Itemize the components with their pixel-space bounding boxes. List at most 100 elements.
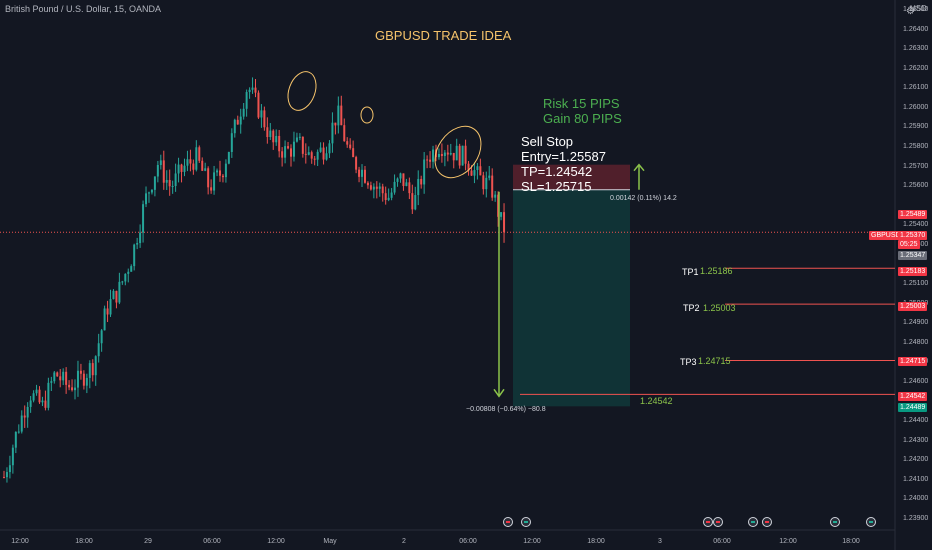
candle-body xyxy=(307,152,310,155)
candle-body xyxy=(65,371,68,385)
candle-body xyxy=(216,170,219,173)
candle-body xyxy=(417,178,420,196)
candle-body xyxy=(97,343,100,357)
tp1-value: 1.25186 xyxy=(700,266,733,276)
price-tick-label: 1.24100 xyxy=(903,475,929,483)
candle-body xyxy=(414,195,417,210)
setup-type-text: Sell Stop xyxy=(521,134,574,149)
economic-event-icon[interactable] xyxy=(703,517,713,527)
currency-label: USD xyxy=(910,4,927,13)
candle-body xyxy=(127,271,130,274)
price-tick-label: 1.24000 xyxy=(903,495,929,503)
candle-body xyxy=(358,169,361,177)
candle-body xyxy=(319,147,322,152)
candle-body xyxy=(76,370,79,388)
candle-body xyxy=(429,159,432,162)
candle-body xyxy=(115,290,118,303)
candle-body xyxy=(355,157,358,170)
candle-body xyxy=(17,431,20,433)
economic-event-icon[interactable] xyxy=(503,517,513,527)
price-tick-label: 1.25100 xyxy=(903,280,929,288)
price-badge: GBPUSD xyxy=(869,231,903,240)
candle-body xyxy=(325,153,328,160)
candle-body xyxy=(420,178,423,185)
candle-body xyxy=(133,244,136,267)
candle-body xyxy=(423,159,426,185)
candle-body xyxy=(153,176,156,190)
candle-body xyxy=(482,175,485,190)
candle-body xyxy=(467,163,470,171)
candle-body xyxy=(35,389,38,394)
candle-body xyxy=(263,110,266,128)
candle-body xyxy=(56,372,59,377)
time-tick-label: May xyxy=(323,538,337,545)
price-badge: 05:25 xyxy=(898,240,920,249)
candle-body xyxy=(491,175,494,198)
candle-body xyxy=(254,87,257,93)
price-tick-label: 1.25900 xyxy=(903,123,929,131)
price-tick-label: 1.26400 xyxy=(903,25,929,33)
economic-event-icon[interactable] xyxy=(866,517,876,527)
candle-body xyxy=(103,308,106,331)
price-tick-label: 1.24800 xyxy=(903,338,929,346)
price-badge: 1.25489 xyxy=(898,210,928,219)
candle-body xyxy=(281,151,284,158)
tp3-label: TP3 xyxy=(680,357,697,367)
candle-body xyxy=(384,193,387,200)
candle-body xyxy=(192,163,195,170)
candle-body xyxy=(171,185,174,187)
time-tick-label: 06:00 xyxy=(459,538,477,545)
tp2-value: 1.25003 xyxy=(703,303,736,313)
candle-body xyxy=(145,193,148,205)
candle-body xyxy=(227,151,230,164)
gain-text: Gain 80 PIPS xyxy=(543,111,622,126)
candle-body xyxy=(142,204,145,233)
gear-icon[interactable]: ⚙ xyxy=(906,6,915,17)
candle-body xyxy=(168,179,171,187)
price-tick-label: 1.23900 xyxy=(903,515,929,522)
time-tick-label: 18:00 xyxy=(587,538,605,545)
candle-body xyxy=(100,330,103,344)
candle-body xyxy=(488,175,491,178)
candle-body xyxy=(5,472,8,478)
candle-body xyxy=(44,400,47,408)
candle-body xyxy=(186,159,189,166)
economic-event-icon[interactable] xyxy=(521,517,531,527)
candle-body xyxy=(473,170,476,176)
candle-body xyxy=(461,145,464,166)
price-badge: 1.24715 xyxy=(898,357,928,366)
risk-gain-note: Risk 15 PIPS Gain 80 PIPS xyxy=(543,96,622,126)
candle-body xyxy=(452,152,455,161)
candle-body xyxy=(245,92,248,109)
candle-body xyxy=(390,192,393,198)
candle-body xyxy=(59,376,62,381)
candle-body xyxy=(257,92,260,118)
time-tick-label: 06:00 xyxy=(203,538,221,545)
candle-body xyxy=(124,273,127,282)
time-tick-label: 3 xyxy=(658,538,662,545)
candle-body xyxy=(195,147,198,170)
candle-body xyxy=(88,363,91,378)
risk-stat-label: 0.00142 (0.11%) 14.2 xyxy=(610,195,677,202)
price-tick-label: 1.26200 xyxy=(903,64,929,72)
candle-body xyxy=(292,141,295,157)
time-tick-label: 12:00 xyxy=(523,538,541,545)
economic-event-icon[interactable] xyxy=(830,517,840,527)
candle-body xyxy=(346,141,349,145)
candle-body xyxy=(272,130,275,143)
economic-event-icon[interactable] xyxy=(748,517,758,527)
candle-body xyxy=(177,164,180,174)
time-tick-label: 29 xyxy=(144,538,152,545)
economic-event-icon[interactable] xyxy=(762,517,772,527)
candle-body xyxy=(236,119,239,125)
price-tick-label: 1.24400 xyxy=(903,417,929,425)
tp2-label: TP2 xyxy=(683,303,700,313)
highlight-circle xyxy=(287,71,317,111)
candle-body xyxy=(476,166,479,171)
price-tick-label: 1.26300 xyxy=(903,45,929,53)
economic-event-icon[interactable] xyxy=(713,517,723,527)
candle-body xyxy=(91,363,94,376)
candle-body xyxy=(50,381,53,383)
candle-body xyxy=(304,153,307,155)
